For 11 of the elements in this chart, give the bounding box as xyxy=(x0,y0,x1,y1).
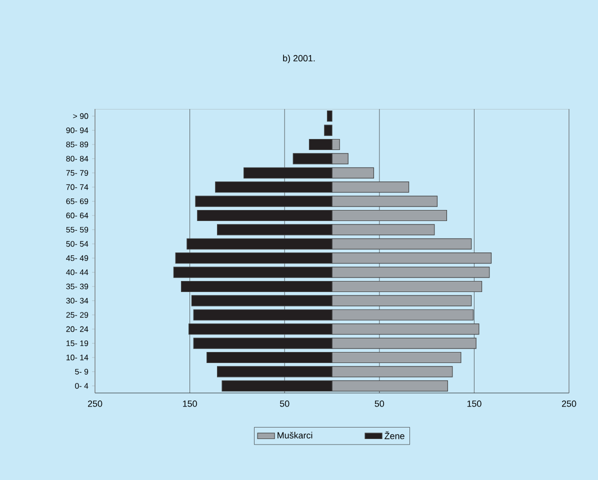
legend-label: Muškarci xyxy=(278,432,312,439)
x-tick-label: 150 xyxy=(183,400,197,407)
bar xyxy=(326,110,332,122)
x-tick-label: 150 xyxy=(467,400,482,407)
legend-label: Žene xyxy=(384,431,404,440)
chart-title: b) 2001. xyxy=(283,54,315,64)
x-tick-label: 250 xyxy=(562,400,576,407)
x-tick-label: 50 xyxy=(280,400,290,407)
bar xyxy=(324,124,332,136)
x-tick-label: 50 xyxy=(374,400,384,407)
x-tick-label: 250 xyxy=(88,400,102,407)
